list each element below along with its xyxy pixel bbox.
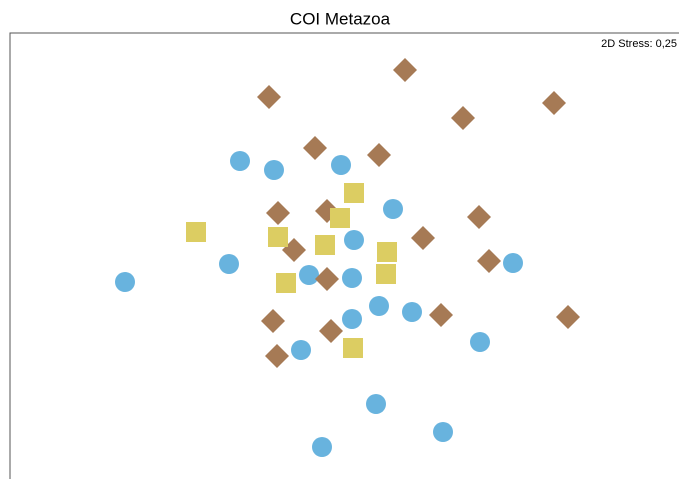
circle-point	[299, 265, 319, 285]
circle-point	[383, 199, 403, 219]
diamond-point	[315, 267, 339, 291]
diamond-point	[265, 344, 289, 368]
square-point	[343, 338, 363, 358]
stress-annotation: 2D Stress: 0,25	[601, 38, 677, 50]
diamond-point	[393, 58, 417, 82]
circle-point	[369, 296, 389, 316]
circle-point	[342, 268, 362, 288]
square-point	[344, 183, 364, 203]
circle-point	[503, 253, 523, 273]
diamond-point	[411, 226, 435, 250]
circle-point	[230, 151, 250, 171]
diamond-point	[451, 106, 475, 130]
square-point	[377, 242, 397, 262]
diamond-point	[542, 91, 566, 115]
square-point	[276, 273, 296, 293]
circle-point	[312, 437, 332, 457]
square-point	[376, 264, 396, 284]
chart-title: COI Metazoa	[290, 9, 391, 28]
diamond-point	[467, 205, 491, 229]
circle-point	[219, 254, 239, 274]
plot-frame	[9, 32, 679, 479]
diamond-point	[303, 136, 327, 160]
diamond-point	[429, 303, 453, 327]
diamond-point	[556, 305, 580, 329]
square-point	[268, 227, 288, 247]
circle-point	[344, 230, 364, 250]
diamond-point	[266, 201, 290, 225]
circle-point	[331, 155, 351, 175]
circle-point	[115, 272, 135, 292]
square-point	[186, 222, 206, 242]
diamond-point	[257, 85, 281, 109]
diamond-point	[319, 319, 343, 343]
square-point	[315, 235, 335, 255]
diamond-point	[261, 309, 285, 333]
circle-point	[470, 332, 490, 352]
circle-point	[264, 160, 284, 180]
circle-point	[402, 302, 422, 322]
circle-point	[342, 309, 362, 329]
diamond-point	[477, 249, 501, 273]
circle-point	[291, 340, 311, 360]
diamond-point	[367, 143, 391, 167]
square-point	[330, 208, 350, 228]
circle-point	[433, 422, 453, 442]
circle-point	[366, 394, 386, 414]
